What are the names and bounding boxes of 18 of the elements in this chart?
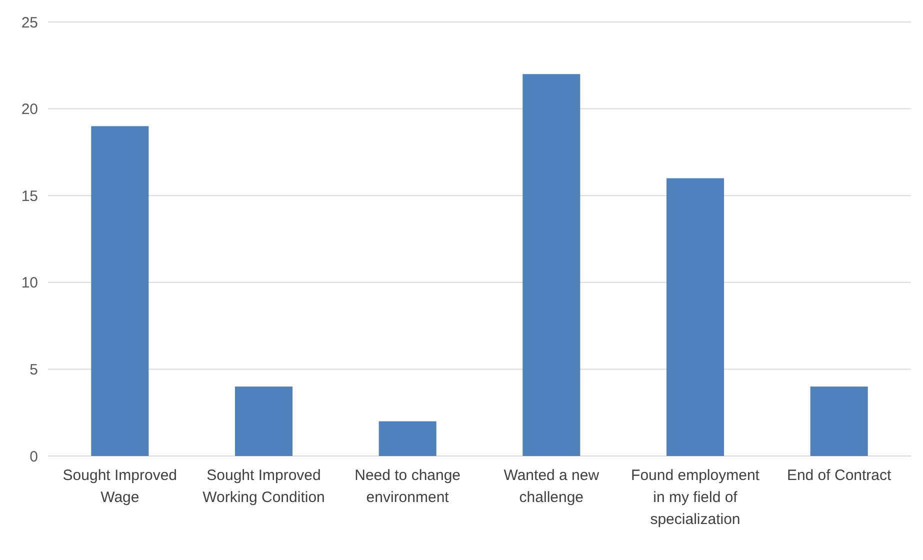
y-tick-label: 20 xyxy=(21,101,38,118)
y-tick-label: 25 xyxy=(21,14,38,32)
bar xyxy=(666,178,724,456)
bar xyxy=(522,74,580,456)
y-tick-label: 5 xyxy=(30,361,38,378)
y-tick-label: 10 xyxy=(21,274,38,292)
bar xyxy=(810,386,868,456)
x-tick-label: End of Contract xyxy=(786,467,892,484)
bar xyxy=(378,421,436,456)
x-tick-label: Wanted a new challenge xyxy=(504,467,600,506)
x-tick-label: Sought Improved Working Condition xyxy=(202,467,325,506)
bar xyxy=(234,386,293,456)
bar xyxy=(91,126,149,456)
x-tick-label: Need to change environment xyxy=(354,467,461,506)
x-tick-label: Sought Improved Wage xyxy=(62,467,178,506)
x-tick-label: Found employment in my field of specialization xyxy=(631,467,760,528)
y-tick-label: 0 xyxy=(30,448,38,466)
y-tick-label: 15 xyxy=(21,188,38,205)
